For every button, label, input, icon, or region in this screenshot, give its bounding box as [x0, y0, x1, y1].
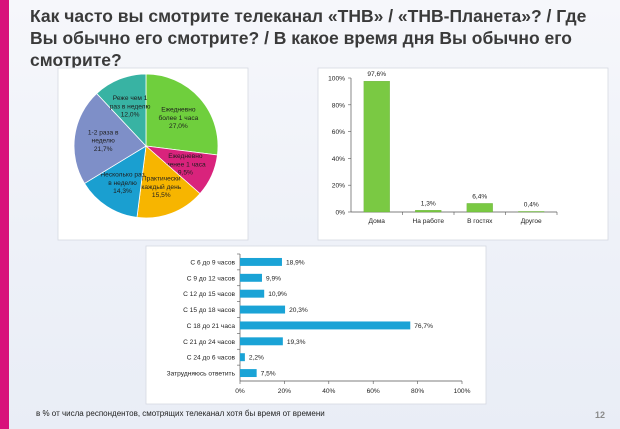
hbar-category-1: С 9 до 12 часов — [187, 275, 236, 282]
pie-label-2-2: 15,5% — [152, 192, 171, 199]
vbar-ytick-3: 60% — [332, 129, 345, 136]
vbar-ytick-5: 100% — [328, 76, 345, 83]
hbar-xtick-1: 20% — [278, 388, 291, 395]
vbar-ytick-4: 80% — [332, 102, 345, 109]
pie-label-4-0: 1-2 раза в — [88, 129, 119, 136]
hbar-value-3: 20,3% — [289, 307, 308, 314]
pie-label-1-1: менее 1 часа — [165, 161, 206, 168]
hbar-4 — [240, 321, 411, 330]
pie-label-2-1: каждый день — [141, 183, 181, 191]
hbar-value-2: 10,9% — [268, 291, 287, 298]
hbar-category-2: С 12 до 15 часов — [183, 291, 235, 298]
footnote: в % от числа респондентов, смотрящих тел… — [36, 409, 325, 418]
vbar-value-0: 97,6% — [367, 71, 386, 78]
pie-slice-4 — [73, 92, 147, 184]
hbar-value-6: 2,2% — [249, 355, 264, 362]
hbar-xtick-2: 40% — [322, 388, 335, 395]
pie-label-3-0: Несколько раз — [100, 172, 144, 179]
vbar-3 — [518, 211, 545, 213]
vbar-category-0: Дома — [369, 218, 386, 225]
pie-label-5-2: 12,0% — [121, 112, 140, 119]
pie-label-1-2: 9,5% — [178, 169, 193, 176]
pie-label-3-2: 14,3% — [113, 188, 132, 195]
vbar-category-1: На работе — [412, 217, 444, 225]
hbar-1 — [240, 273, 262, 282]
location-bar-chart: 0% 20% 40% 60% 80% 100% 97,6% Дома 1,3% На работе… — [328, 71, 558, 225]
pie-label-0-1: более 1 часа — [158, 114, 198, 122]
hbar-value-4: 76,7% — [414, 323, 433, 330]
hbar-category-3: С 15 до 18 часов — [183, 307, 235, 314]
vbar-value-2: 6,4% — [472, 193, 487, 200]
hbar-category-6: С 24 до 6 часов — [187, 355, 236, 362]
vbar-category-2: В гостях — [467, 218, 493, 225]
pie-label-4-1: неделю — [92, 138, 115, 145]
pie-label-4-2: 21,7% — [94, 146, 113, 153]
vbar-1 — [415, 210, 442, 213]
vbar-0 — [363, 81, 390, 213]
pie-slice-5 — [96, 73, 147, 148]
page-number: 12 — [595, 410, 606, 420]
pie-slice-2 — [136, 145, 201, 219]
hbar-category-7: Затрудняюсь ответить — [167, 371, 236, 378]
vbar-ytick-0: 0% — [335, 210, 345, 217]
hbar-value-5: 19,3% — [287, 339, 306, 346]
vbar-ytick-2: 40% — [332, 156, 345, 163]
hbar-value-0: 18,9% — [286, 259, 305, 266]
vbar-value-3: 0,4% — [524, 201, 539, 208]
hbar-2 — [240, 289, 265, 298]
location-bar-panel — [317, 67, 609, 241]
hbar-xtick-4: 80% — [411, 388, 424, 395]
hbar-value-7: 7,5% — [261, 371, 276, 378]
hbar-value-1: 9,9% — [266, 275, 281, 282]
hbar-xtick-3: 60% — [367, 388, 380, 395]
hbar-3 — [240, 305, 286, 314]
pie-label-3-1: в неделю — [108, 180, 137, 187]
hbar-category-0: С 6 до 9 часов — [190, 259, 235, 266]
vbar-value-1: 1,3% — [421, 200, 436, 207]
pie-label-2-0: Практически — [142, 176, 181, 183]
pie-slice-0 — [145, 73, 219, 156]
hbar-category-4: С 18 до 21 часа — [187, 323, 236, 330]
vbar-2 — [466, 203, 493, 213]
time-bar-chart: 0% 20% 40% 60% 80% 100% 18,9% С 6 до 9 часов 9,9… — [167, 253, 471, 395]
pie-label-0-2: 27,0% — [169, 123, 188, 130]
hbar-category-5: С 21 до 24 часов — [183, 339, 235, 346]
accent-bar — [0, 0, 9, 429]
vbar-ytick-1: 20% — [332, 183, 345, 190]
pie-label-0-0: Ежедневно — [161, 107, 196, 114]
hbar-0 — [240, 257, 282, 266]
hbar-xtick-5: 100% — [454, 388, 471, 395]
hbar-7 — [240, 369, 257, 378]
hbar-5 — [240, 337, 283, 346]
pie-label-5-1: раз в неделю — [110, 103, 151, 110]
vbar-category-3: Другое — [521, 218, 542, 225]
hbar-6 — [240, 353, 245, 362]
hbar-xtick-0: 0% — [235, 388, 245, 395]
pie-slice-3 — [83, 145, 147, 218]
pie-label-1-0: Ежедневно — [168, 153, 203, 160]
pie-label-5-0: Реже чем 1 — [113, 95, 148, 102]
slide-title: Как часто вы смотрите телеканал «ТНВ» / … — [30, 6, 587, 70]
